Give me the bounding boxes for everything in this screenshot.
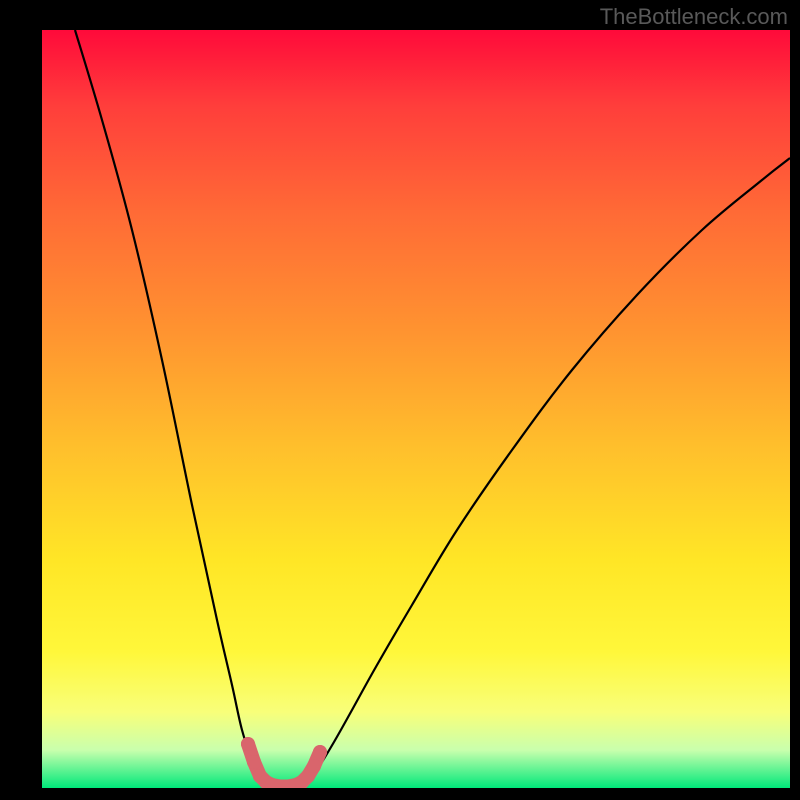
curve-svg bbox=[42, 30, 790, 788]
watermark-text: TheBottleneck.com bbox=[600, 4, 788, 30]
highlight-marker-dot bbox=[307, 759, 321, 773]
highlight-marker-dot bbox=[247, 755, 261, 769]
bottleneck-curve bbox=[75, 30, 790, 787]
highlight-marker-dot bbox=[313, 745, 327, 759]
highlight-marker-dot bbox=[241, 737, 255, 751]
plot-area bbox=[42, 30, 790, 788]
chart-frame: TheBottleneck.com bbox=[0, 0, 800, 800]
